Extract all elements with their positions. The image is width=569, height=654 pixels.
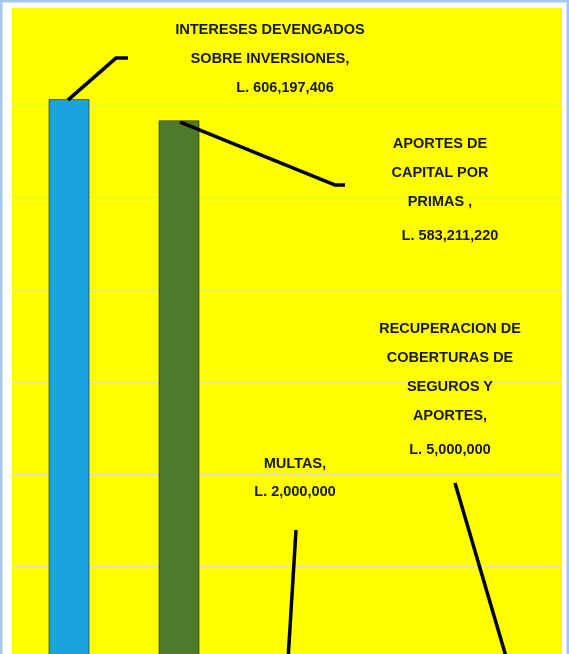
bar-bevel [166, 127, 192, 654]
bar-bevel [56, 106, 82, 654]
category-label: INTERESES DEVENGADOS SOBRE INVERSIONES, [175, 22, 365, 67]
leader-line [66, 56, 128, 102]
plot-area [12, 8, 562, 654]
leader-line [179, 120, 345, 187]
category-label: APORTES DE CAPITAL POR PRIMAS , [391, 136, 489, 210]
leader-line [453, 482, 508, 654]
category-label: MULTAS, [263, 456, 327, 472]
value-label: L. 583,211,220 [401, 228, 499, 244]
value-label: L. 606,197,406 [236, 80, 334, 96]
category-label: RECUPERACION DE COBERTURAS DE SEGUROS Y … [379, 321, 521, 424]
leader-line [286, 529, 298, 654]
value-label: L. 5,000,000 [409, 442, 491, 458]
value-label: L. 2,000,000 [254, 484, 336, 500]
